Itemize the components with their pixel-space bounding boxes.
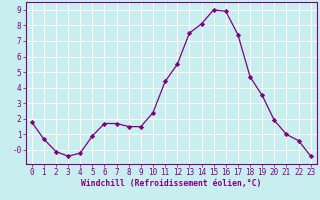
X-axis label: Windchill (Refroidissement éolien,°C): Windchill (Refroidissement éolien,°C)	[81, 179, 261, 188]
